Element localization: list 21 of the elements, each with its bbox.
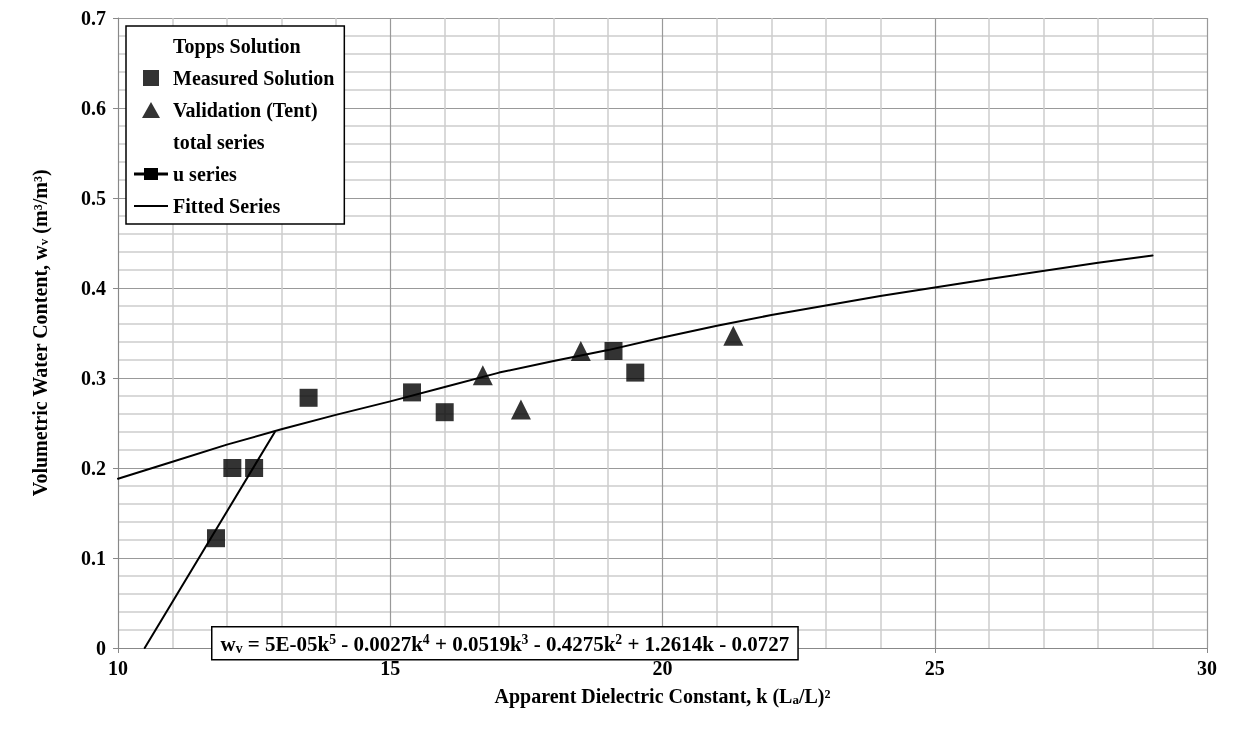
x-tick-label: 10 — [108, 657, 128, 679]
legend-label: Measured Solution — [173, 67, 335, 89]
legend-label: Fitted Series — [173, 195, 281, 217]
x-tick-label: 20 — [652, 657, 673, 679]
legend-label: u series — [173, 163, 238, 185]
y-tick-label: 0.7 — [81, 7, 106, 29]
x-tick-label: 25 — [924, 657, 945, 679]
text: Topps Solution — [173, 35, 301, 58]
legend-label: Validation (Tent) — [173, 99, 318, 122]
y-tick-label: 0.6 — [81, 97, 106, 119]
y-tick-label: 0.1 — [81, 547, 106, 569]
text: total series — [173, 131, 265, 153]
y-tick-label: 0.3 — [81, 367, 106, 389]
y-tick-label: 0.4 — [81, 277, 106, 299]
y-axis-title: Volumetric Water Content, wv (m³/m³) — [29, 169, 52, 497]
y-tick-label: 0.5 — [81, 187, 106, 209]
y-tick-label: 0.2 — [81, 457, 106, 479]
y-tick-label: 0 — [96, 637, 106, 659]
x-axis-title: Apparent Dielectric Constant, k (La/L)² — [494, 685, 831, 708]
x-tick-label: 30 — [1197, 657, 1217, 679]
x-tick-label: 15 — [380, 657, 401, 679]
